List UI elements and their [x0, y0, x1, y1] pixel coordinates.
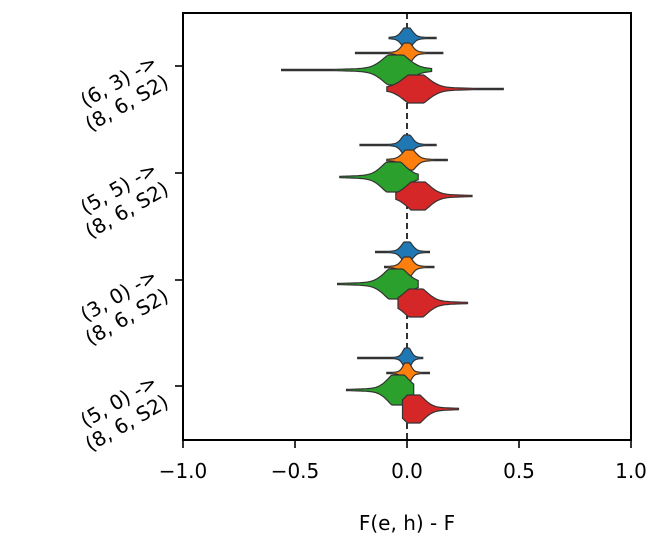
- violin-group2-series3: [339, 161, 419, 193]
- x-tick-label: −0.5: [271, 459, 320, 483]
- violin-group2-series4: [395, 181, 473, 211]
- violin-group1-series1: [388, 27, 437, 49]
- violin-group4-series4: [401, 394, 460, 424]
- violin-group1-series3: [281, 54, 433, 86]
- y-axis: (6, 3) ->(8, 6, S2) (5, 5) ->(8, 6, S2) (3…: [69, 49, 183, 456]
- violin-group3-series1: [375, 241, 430, 263]
- violin-group1-series4: [386, 74, 504, 104]
- x-tick-label: 1.0: [615, 459, 647, 483]
- x-tick-label: 0.0: [391, 459, 423, 483]
- x-axis: −1.0 −0.5 0.0 0.5 1.0: [159, 440, 647, 483]
- violin-group4-series1: [357, 347, 424, 369]
- y-tick-label: (6, 3) ->(8, 6, S2): [69, 49, 172, 136]
- x-tick-label: −1.0: [159, 459, 208, 483]
- y-tick-label: (5, 0) ->(8, 6, S2): [69, 369, 172, 456]
- x-axis-label: F(e, h) - F: [359, 511, 455, 535]
- violin-group1-series2: [354, 42, 444, 64]
- y-tick-label: (3, 0) ->(8, 6, S2): [69, 263, 172, 350]
- x-tick-label: 0.5: [503, 459, 535, 483]
- violin-group3-series4: [397, 288, 469, 318]
- plot-area: [182, 12, 632, 441]
- violin-group3-series3: [337, 268, 419, 300]
- y-tick-label: (5, 5) ->(8, 6, S2): [69, 156, 172, 243]
- violin-group2-series1: [359, 134, 437, 156]
